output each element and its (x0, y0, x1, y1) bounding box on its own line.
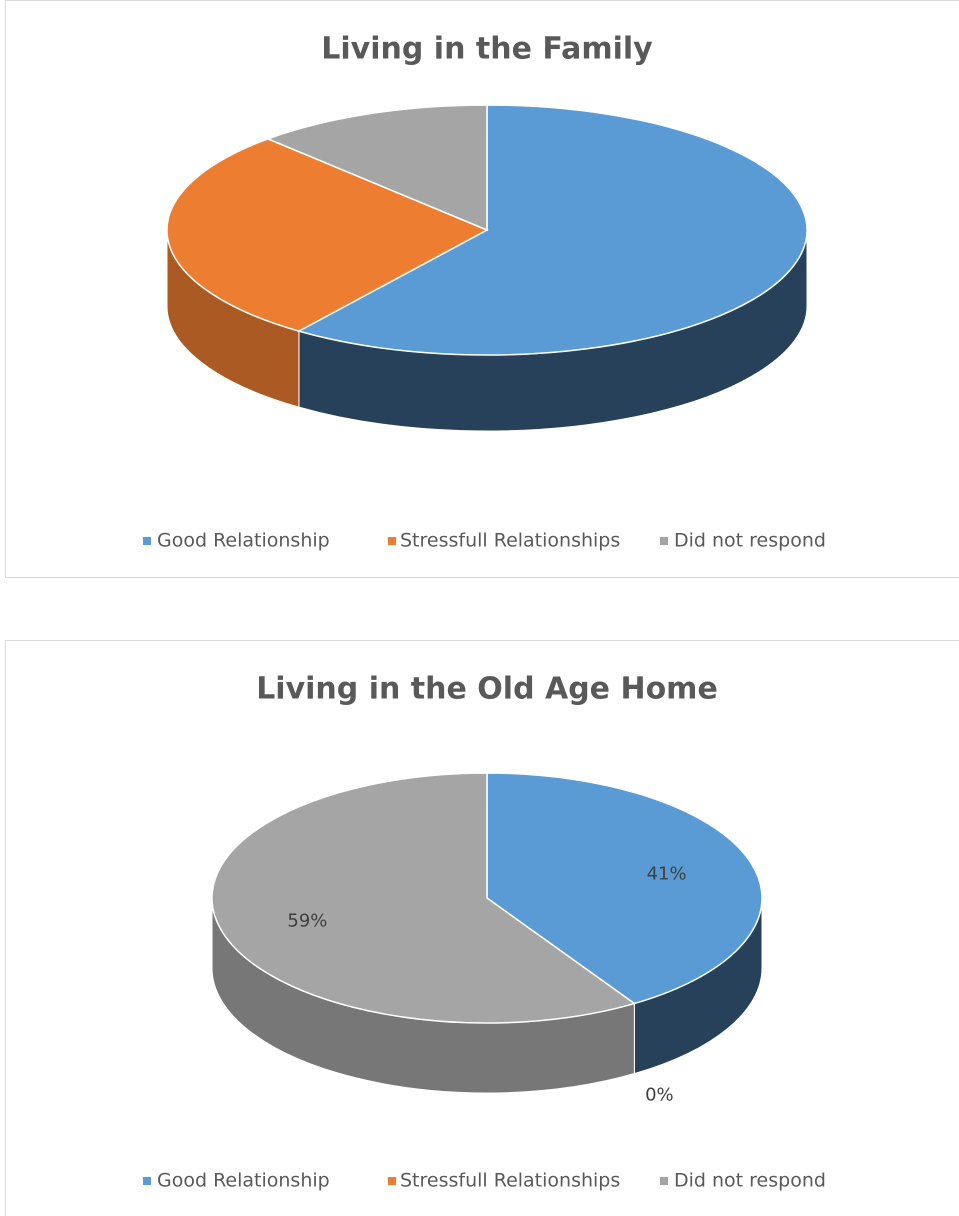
legend-label: Good Relationship (157, 1170, 330, 1192)
legend-swatch (660, 1177, 668, 1185)
chart-title: Living in the Old Age Home (256, 672, 718, 707)
legend-swatch (660, 537, 668, 545)
legend-swatch (388, 537, 396, 545)
legend-label: Did not respond (674, 1170, 826, 1192)
legend-swatch (143, 537, 151, 545)
legend-label: Did not respond (674, 530, 826, 552)
legend-label: Good Relationship (157, 530, 330, 552)
chart-title: Living in the Family (321, 32, 653, 67)
legend-swatch (388, 1177, 396, 1185)
data-label: 41% (647, 863, 687, 884)
slice (211, 772, 637, 1024)
legend-label: Stressfull Relationships (400, 530, 620, 552)
slice (486, 772, 763, 1005)
slice (265, 104, 488, 232)
slice (296, 104, 808, 356)
data-label: 59% (287, 911, 327, 932)
legend-label: Stressfull Relationships (400, 1170, 620, 1192)
data-label: 0% (645, 1085, 674, 1106)
legend-swatch (143, 1177, 151, 1185)
slice (166, 138, 489, 332)
